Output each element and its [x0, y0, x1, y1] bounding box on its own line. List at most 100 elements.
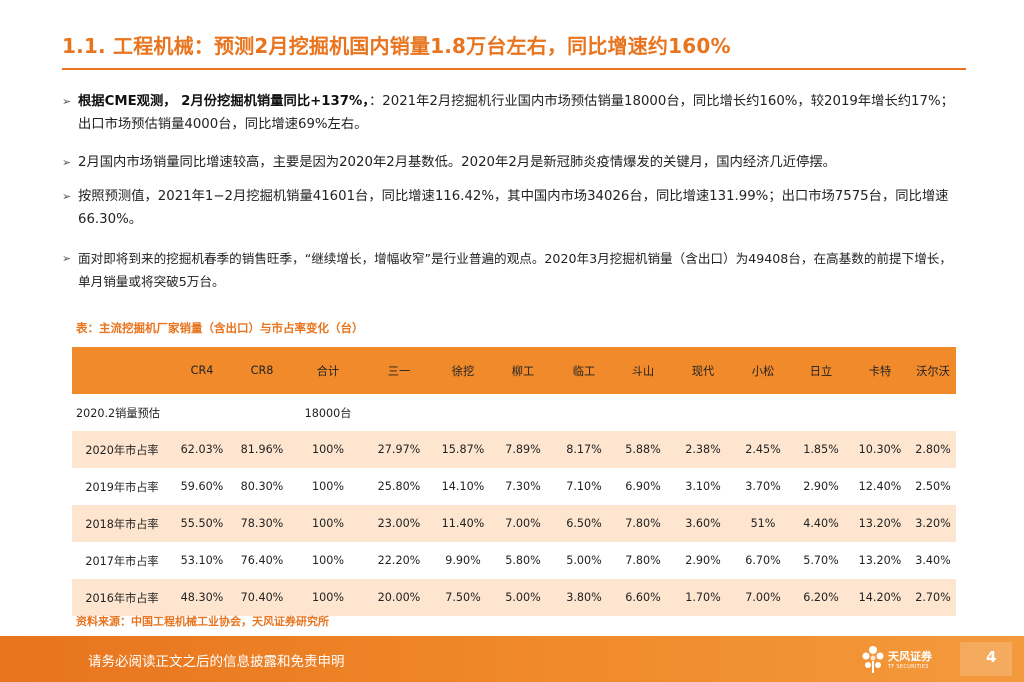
table-cell: 53.10% — [180, 554, 224, 567]
table-cell: 6.70% — [745, 554, 781, 567]
table-cell: 3.20% — [910, 505, 956, 542]
table-cell: 59.60% — [180, 480, 224, 493]
table-cell: 7.30% — [505, 480, 541, 493]
row-label: 2017年市占率 — [85, 554, 159, 568]
bullet-marker-icon: ➢ — [62, 190, 72, 203]
table-cell: 8.17% — [554, 431, 614, 468]
table-cell: 5.00% — [566, 554, 602, 567]
forecast-total: 18000台 — [304, 406, 352, 420]
table-cell: 25.80% — [377, 480, 421, 493]
bullet-marker-icon: ➢ — [62, 252, 72, 265]
bullet-marker-icon: ➢ — [62, 156, 72, 169]
header-cell — [72, 347, 172, 394]
table-cell: 7.00% — [492, 505, 554, 542]
table-cell: 14.10% — [441, 480, 485, 493]
table-row: 2017年市占率 53.10% 76.40% 100% 22.20% 9.90% 5.80%… — [72, 542, 956, 579]
table-cell: 5.88% — [614, 431, 672, 468]
forecast-label: 2020.2销量预估 — [76, 406, 160, 420]
table-cell: 80.30% — [240, 480, 284, 493]
table-cell: 7.10% — [566, 480, 602, 493]
table-cell: 11.40% — [434, 505, 492, 542]
bullet-marker-icon: ➢ — [62, 95, 72, 108]
table-cell: 7.50% — [434, 579, 492, 616]
table-cell: 2.70% — [910, 579, 956, 616]
header-cell: 小松 — [734, 347, 792, 394]
table-cell: 6.90% — [625, 480, 661, 493]
bullet-1-text: ：2021年2月挖掘机行业国内市场预估销量18000台，同比增长约160%，较2… — [78, 94, 954, 132]
header-cell: 沃尔沃 — [910, 347, 956, 394]
page-number: 4 — [986, 648, 997, 666]
header-cell: 斗山 — [614, 347, 672, 394]
table-cell: 100% — [312, 480, 344, 493]
table-cell: 3.40% — [915, 554, 951, 567]
table-cell: 3.10% — [685, 480, 721, 493]
header-cell: 现代 — [672, 347, 734, 394]
table-cell: 6.60% — [614, 579, 672, 616]
table-cell: 51% — [734, 505, 792, 542]
company-logo: 天风证券 TF SECURITIES — [860, 644, 940, 676]
header-cell: 合计 — [292, 347, 364, 394]
bullet-3: ➢ 按照预测值，2021年1−2月挖掘机销量41601台，同比增速116.42%… — [62, 185, 952, 231]
table-cell: 81.96% — [232, 431, 292, 468]
header-cell: 卡特 — [850, 347, 910, 394]
table-cell: 2.50% — [915, 480, 951, 493]
bullet-4-text: 面对即将到来的挖掘机春季的销售旺季，“继续增长，增幅收窄”是行业普遍的观点。20… — [78, 251, 952, 289]
table-cell: 2.80% — [910, 431, 956, 468]
table-cell: 7.80% — [614, 505, 672, 542]
header-cell: CR8 — [232, 347, 292, 394]
table-cell: 3.60% — [672, 505, 734, 542]
flower-logo-icon — [862, 646, 884, 673]
table-cell: 2.45% — [734, 431, 792, 468]
table-row-forecast: 2020.2销量预估 18000台 — [72, 394, 956, 431]
table-cell: 7.00% — [734, 579, 792, 616]
table-cell: 2.38% — [672, 431, 734, 468]
footer-disclaimer: 请务必阅读正文之后的信息披露和免责申明 — [88, 654, 345, 670]
table-cell: 20.00% — [364, 579, 434, 616]
bullet-2: ➢ 2月国内市场销量同比增速较高，主要是因为2020年2月基数低。2020年2月… — [62, 151, 962, 174]
table-row: 2020年市占率 62.03% 81.96% 100% 27.97% 15.87% 7.89… — [72, 431, 956, 468]
table-cell: 76.40% — [240, 554, 284, 567]
table-cell: 100% — [292, 431, 364, 468]
table-caption: 表：主流挖掘机厂家销量（含出口）与市占率变化（台） — [76, 321, 364, 335]
logo-name: 天风证券 — [888, 650, 932, 663]
header-cell: 日立 — [792, 347, 850, 394]
title-divider — [62, 68, 966, 70]
table-cell: 1.85% — [792, 431, 850, 468]
table-header-row: CR4 CR8 合计 三一 徐挖 柳工 临工 斗山 现代 小松 日立 卡特 沃尔… — [72, 347, 956, 394]
bullet-3-text: 按照预测值，2021年1−2月挖掘机销量41601台，同比增速116.42%，其… — [78, 189, 949, 227]
table-cell: 100% — [292, 579, 364, 616]
table-cell: 15.87% — [434, 431, 492, 468]
table-cell: 55.50% — [172, 505, 232, 542]
table-cell: 22.20% — [377, 554, 421, 567]
table-cell: 5.70% — [803, 554, 839, 567]
footer-bar: 请务必阅读正文之后的信息披露和免责申明 天风证券 TF SECURITIES 4 — [0, 636, 1024, 682]
table-cell: 5.00% — [492, 579, 554, 616]
header-cell: 临工 — [554, 347, 614, 394]
table-cell: 7.80% — [625, 554, 661, 567]
bullet-1-bold: 根据CME观测， 2月份挖掘机销量同比+137%， — [78, 94, 369, 109]
bullet-4: ➢ 面对即将到来的挖掘机春季的销售旺季，“继续增长，增幅收窄”是行业普遍的观点。… — [62, 247, 962, 293]
table-cell: 7.89% — [492, 431, 554, 468]
table-cell: 100% — [292, 505, 364, 542]
table-cell: 13.20% — [850, 505, 910, 542]
table-cell: 2.90% — [685, 554, 721, 567]
table-cell: 62.03% — [172, 431, 232, 468]
page-number-box — [960, 642, 1012, 676]
row-label: 2016年市占率 — [72, 579, 172, 616]
table-cell: 100% — [312, 554, 344, 567]
header-cell: 徐挖 — [434, 347, 492, 394]
table-cell: 9.90% — [445, 554, 481, 567]
table-cell: 14.20% — [850, 579, 910, 616]
table-cell: 12.40% — [858, 480, 902, 493]
header-cell: 三一 — [364, 347, 434, 394]
table-cell: 1.70% — [672, 579, 734, 616]
row-label: 2019年市占率 — [85, 480, 159, 494]
table-cell: 4.40% — [792, 505, 850, 542]
table-cell: 23.00% — [364, 505, 434, 542]
bullet-1: ➢ 根据CME观测， 2月份挖掘机销量同比+137%，：2021年2月挖掘机行业… — [62, 90, 962, 136]
table-cell: 48.30% — [172, 579, 232, 616]
source-note: 资料来源：中国工程机械工业协会，天风证券研究所 — [76, 615, 329, 628]
table-cell: 3.80% — [554, 579, 614, 616]
table-cell: 13.20% — [858, 554, 902, 567]
table-cell: 10.30% — [850, 431, 910, 468]
